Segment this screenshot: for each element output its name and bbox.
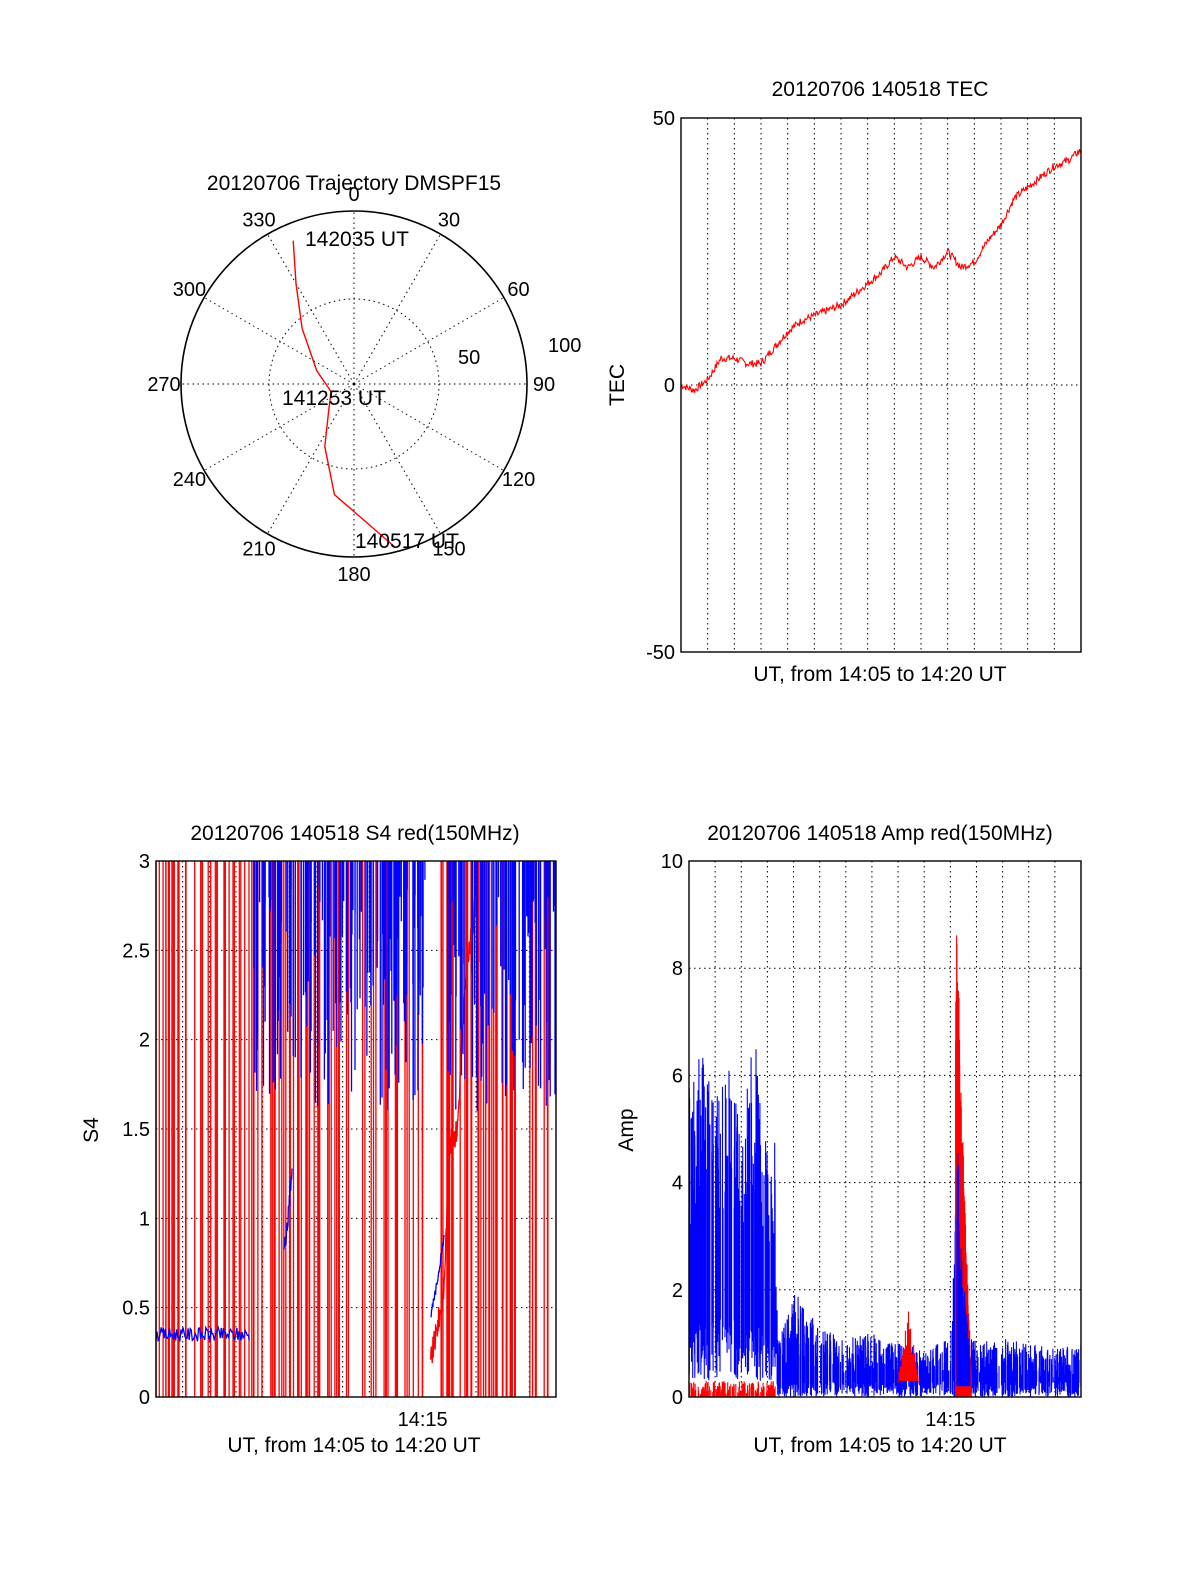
tec-panel: 20120706 140518 TEC -50 0 50 UT, from 14:0… [606,78,1082,686]
polar-angle-label: 270 [147,374,180,396]
amp-ytick-label: 10 [661,851,683,873]
s4-title: 20120706 140518 S4 red(150MHz) [190,822,519,845]
polar-angle-labels: 0 30 60 90 120 150 180 210 240 270 300 330 [147,184,555,586]
trajectory-annotation-start: 140517 UT [355,530,459,553]
s4-ytick-label: 3 [139,851,150,873]
amp-ytick-label: 2 [672,1280,683,1302]
trajectory-annotation-mid: 141253 UT [282,387,386,410]
polar-angle-label: 300 [173,279,206,301]
s4-ytick-label: 1.5 [122,1119,150,1141]
polar-radius-label-50: 50 [458,347,480,369]
trajectory-line [292,240,396,548]
s4-grid [156,861,556,1397]
tec-data [680,148,1082,394]
s4-ylabel: S4 [80,1117,103,1143]
s4-panel: 20120706 140518 S4 red(150MHz) 0 0.5 1 1.5 2… [80,822,557,1457]
amp-ytick-label: 6 [672,1065,683,1087]
polar-spoke [353,233,441,385]
amp-ytick-label: 8 [672,958,683,980]
amp-panel: 20120706 140518 Amp red(150MHz) 0246810 … [615,822,1082,1457]
s4-xticks: 14:15 [398,1409,448,1431]
s4-xlabel: UT, from 14:05 to 14:20 UT [227,1434,480,1457]
s4-data [155,861,556,1397]
amp-xtick-label: 14:15 [925,1409,975,1431]
s4-frame [155,860,557,1398]
s4-ytick-label: 0 [139,1387,150,1409]
s4-ytick-label: 2.5 [122,940,150,962]
s4-red-series [155,861,549,1397]
tec-ytick-label: -50 [646,642,675,664]
trajectory-annotation-end: 142035 UT [305,228,409,251]
polar-spoke [353,383,441,535]
polar-angle-label: 150 [432,539,465,561]
tec-ylabel: TEC [606,364,629,406]
amp-title: 20120706 140518 Amp red(150MHz) [707,822,1053,845]
amp-ytick-label: 4 [672,1173,683,1195]
tec-title: 20120706 140518 TEC [772,78,989,101]
polar-angle-label: 90 [533,374,555,396]
amp-xticks: 14:15 [925,1409,975,1431]
tec-xlabel: UT, from 14:05 to 14:20 UT [753,663,1006,686]
amp-yticks: 0 2 4 6 8 10 [661,851,683,1409]
polar-spoke [203,297,355,385]
polar-spokes [181,211,527,557]
polar-angle-label: 60 [507,279,529,301]
polar-angle-label: 240 [173,469,206,491]
polar-angle-label: 330 [242,209,275,231]
s4-ytick-label: 2 [139,1030,150,1052]
trajectory-panel: 20120706 Trajectory DMSPF15 0 30 60 90 120 15… [147,172,581,586]
tec-yticks: -50 0 50 [646,108,675,664]
polar-angle-label: 180 [337,564,370,586]
tec-ytick-label: 0 [664,375,675,397]
amp-data [688,935,1082,1397]
s4-yticks: 0 0.5 1 1.5 2 2.5 3 [122,851,150,1409]
polar-spoke [353,297,505,385]
polar-spoke [267,383,355,535]
trajectory-title: 20120706 Trajectory DMSPF15 [207,172,501,195]
polar-angle-label: 30 [438,209,460,231]
amp-ylabel: Amp [615,1108,638,1151]
polar-radius-label-100: 100 [548,335,581,357]
amp-frame [688,860,1082,1398]
amp-xlabel: UT, from 14:05 to 14:20 UT [753,1434,1006,1457]
tec-frame [680,117,1082,653]
s4-ytick-label: 1 [139,1208,150,1230]
amp-blue-spike [956,1153,971,1387]
polar-spoke [353,383,505,471]
tec-ytick-label: 50 [653,108,675,130]
polar-angle-label: 120 [502,469,535,491]
polar-angle-label: 210 [242,539,275,561]
polar-angle-label: 0 [348,184,359,206]
tec-grid [681,118,1081,652]
amp-blue-series [688,1049,1082,1397]
amp-ytick-label: 0 [672,1387,683,1409]
s4-xtick-label: 14:15 [398,1409,448,1431]
s4-ytick-label: 0.5 [122,1298,150,1320]
s4-blue-series [155,861,556,1343]
polar-outer-circle [180,210,528,558]
tec-series-line [680,148,1082,394]
polar-spoke [267,233,355,385]
polar-spoke [203,383,355,471]
